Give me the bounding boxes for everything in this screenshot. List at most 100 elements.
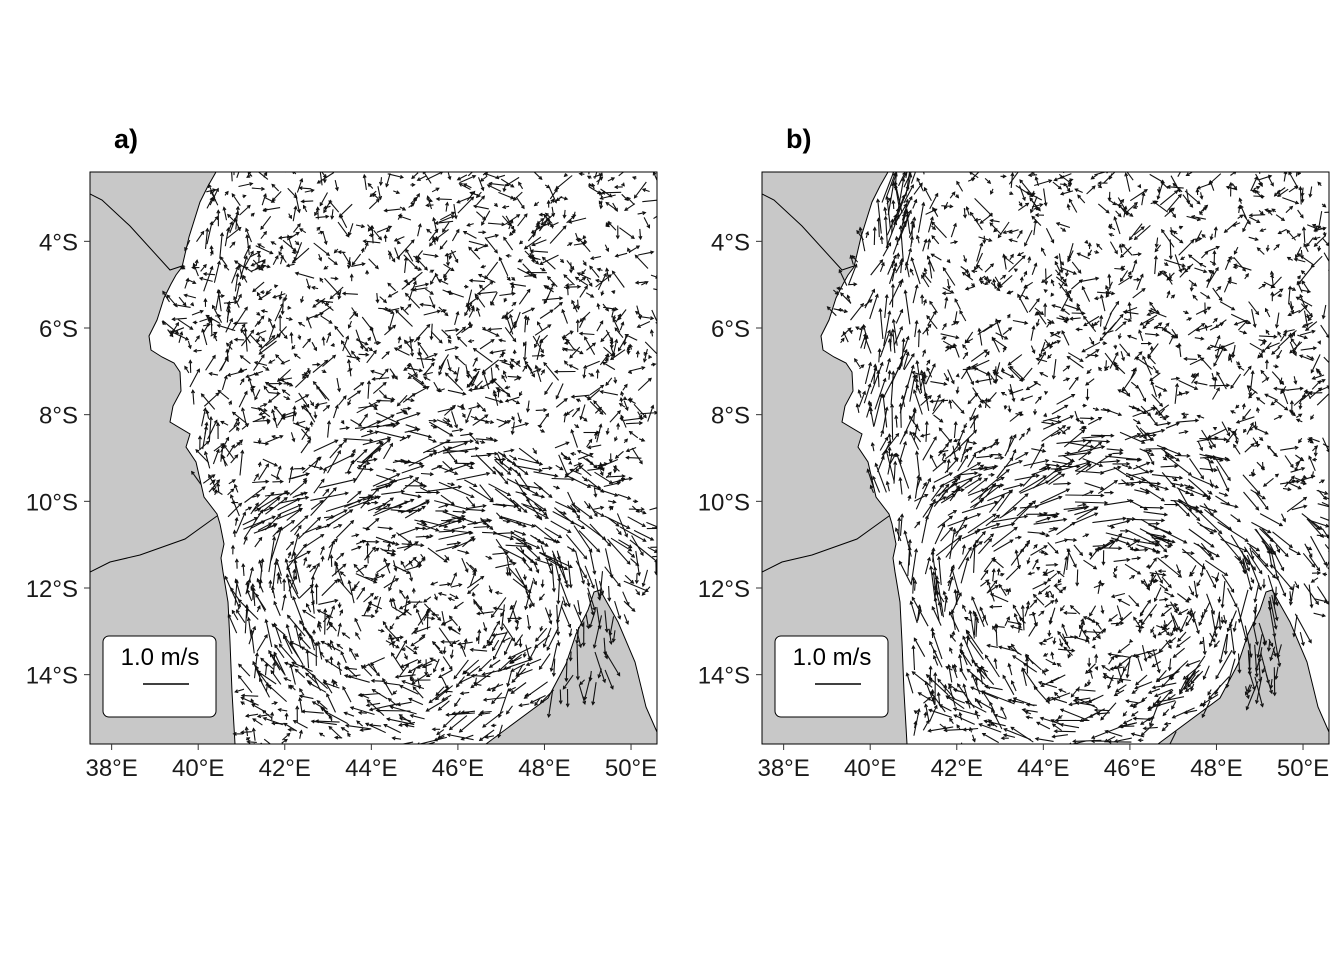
- vector-arrow: [178, 331, 183, 343]
- vector-head: [623, 396, 628, 400]
- vector-arrow: [509, 454, 517, 461]
- vector-arrow: [1167, 693, 1176, 701]
- vector-head: [550, 282, 555, 287]
- vector-head: [237, 369, 243, 373]
- vector-arrow: [433, 658, 440, 673]
- vector-head: [430, 362, 435, 367]
- vector-head: [563, 397, 568, 402]
- vector-arrow: [589, 265, 600, 278]
- vector-arrow: [594, 172, 598, 179]
- vector-head: [1131, 690, 1136, 694]
- vector-head: [243, 153, 246, 156]
- vector-arrow: [479, 729, 495, 741]
- vector-head: [1248, 586, 1253, 591]
- vector-head: [407, 303, 412, 308]
- map-content-b: [762, 172, 1329, 744]
- vector-arrow: [459, 183, 471, 190]
- vector-head: [410, 398, 415, 403]
- vector-arrow: [213, 261, 221, 283]
- vector-head: [215, 392, 220, 397]
- vector-arrow: [627, 197, 635, 205]
- vector-head: [292, 551, 297, 556]
- vector-head: [1233, 603, 1238, 608]
- vector-arrow: [1103, 312, 1112, 331]
- vector-arrow: [410, 668, 416, 680]
- vector-arrow: [328, 726, 342, 739]
- vector-arrow: [240, 329, 251, 344]
- vector-head: [490, 723, 495, 728]
- vector-head: [642, 414, 647, 419]
- vector-head: [212, 354, 216, 359]
- vector-head: [642, 211, 647, 216]
- vector-head: [332, 487, 337, 492]
- vector-arrow: [1086, 185, 1096, 195]
- vector-arrow: [254, 315, 265, 327]
- vector-head: [365, 526, 371, 531]
- vector-arrow: [413, 337, 420, 343]
- vector-head: [599, 320, 604, 325]
- vector-head: [1024, 452, 1029, 456]
- vector-arrow: [295, 272, 315, 279]
- vector-head: [307, 338, 312, 343]
- vector-head: [241, 323, 246, 328]
- vector-arrow: [399, 685, 419, 695]
- vector-head: [298, 729, 303, 734]
- vector-arrow: [554, 507, 574, 525]
- vector-arrow: [234, 273, 239, 292]
- vector-head: [198, 276, 204, 281]
- vector-arrow: [375, 506, 402, 511]
- vector-head: [387, 542, 392, 548]
- vector-head: [417, 341, 422, 346]
- vector-head: [533, 202, 538, 207]
- vector-head: [281, 412, 286, 418]
- vector-head: [543, 300, 548, 305]
- vector-arrow: [1078, 277, 1099, 283]
- vector-head: [443, 558, 448, 563]
- vector-arrow: [549, 188, 558, 200]
- vector-head: [375, 198, 380, 203]
- vector-head: [1289, 349, 1294, 354]
- vector-arrow: [433, 381, 440, 392]
- vector-head: [323, 710, 329, 715]
- vector-arrow: [1015, 452, 1028, 461]
- vector-head: [1056, 662, 1061, 667]
- vector-head: [481, 195, 486, 200]
- vector-head: [1140, 226, 1145, 231]
- vector-head: [576, 272, 581, 277]
- vector-arrow: [1161, 229, 1175, 248]
- vector-arrow: [626, 446, 637, 452]
- vector-arrow: [315, 524, 331, 531]
- vector-arrow: [219, 233, 223, 259]
- vector-arrow: [1003, 460, 1023, 468]
- vector-head: [449, 654, 454, 660]
- vector-arrow: [1093, 583, 1104, 589]
- vector-arrow: [442, 419, 453, 428]
- vector-head: [270, 711, 275, 716]
- vector-head: [1310, 579, 1315, 583]
- vector-head: [256, 714, 262, 719]
- vector-head: [1127, 270, 1132, 276]
- vector-arrow: [533, 524, 557, 543]
- vector-head: [361, 262, 366, 267]
- vector-arrow: [510, 535, 540, 549]
- vector-arrow: [575, 276, 589, 286]
- vector-head: [426, 228, 431, 233]
- vector-head: [250, 329, 255, 334]
- vector-head: [923, 298, 927, 304]
- vector-head: [306, 550, 312, 555]
- vector-head: [371, 688, 376, 693]
- vector-head: [1090, 444, 1095, 449]
- vector-head: [635, 562, 640, 567]
- vector-head: [1282, 592, 1287, 598]
- vector-arrow: [252, 281, 265, 292]
- vector-head: [1119, 313, 1124, 318]
- vector-head: [314, 405, 319, 410]
- vector-head: [323, 209, 327, 214]
- vector-head: [1056, 272, 1061, 277]
- vector-arrow: [500, 516, 535, 528]
- vector-arrow: [294, 192, 300, 213]
- vector-arrow: [574, 550, 585, 584]
- vector-arrow: [318, 599, 338, 605]
- vector-head: [1225, 438, 1230, 444]
